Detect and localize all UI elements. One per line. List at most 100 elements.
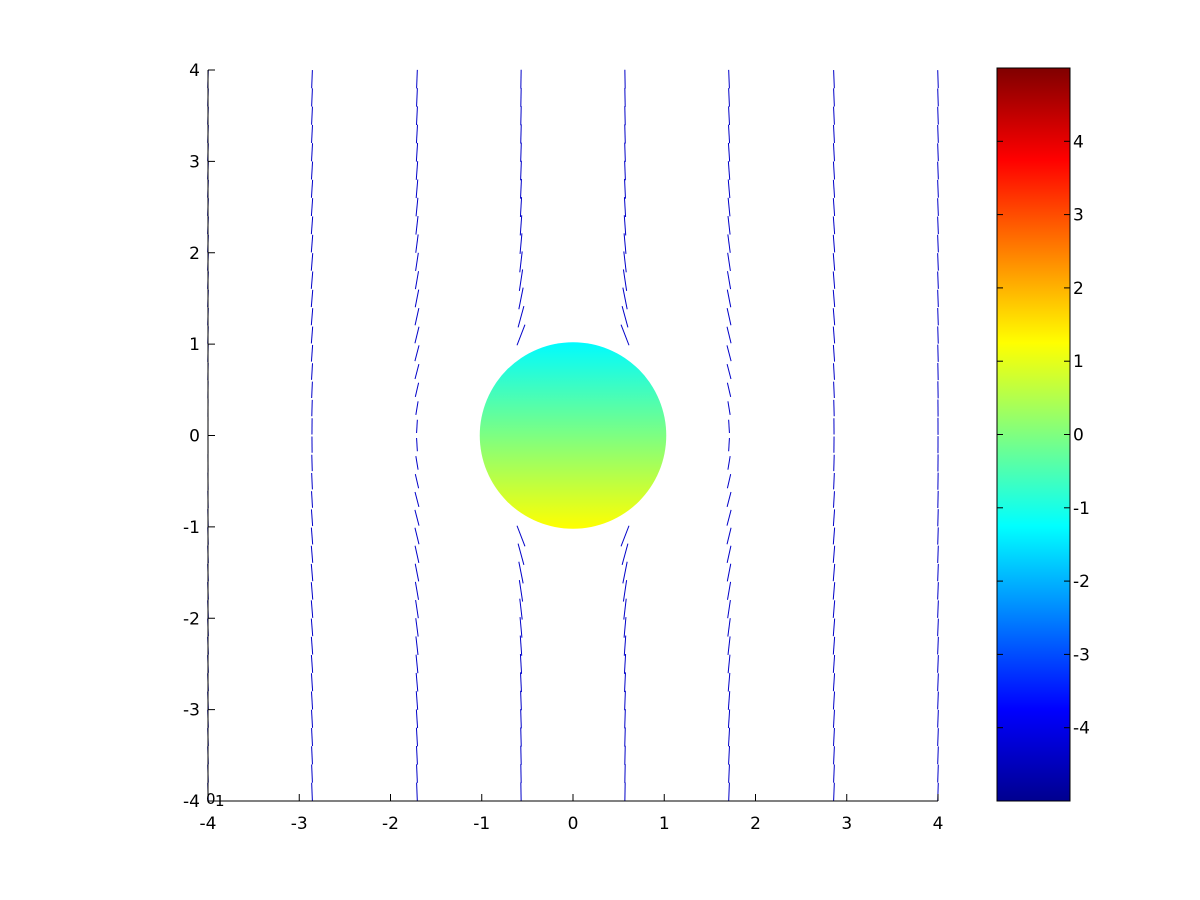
quiver-arrow: [624, 727, 626, 747]
quiver-arrow: [414, 563, 420, 582]
quiver-arrow: [624, 160, 626, 181]
quiver-arrow: [937, 691, 939, 710]
quiver-arrow: [623, 197, 627, 218]
quiver-arrow: [728, 727, 731, 747]
quiver-arrow: [937, 124, 939, 143]
quiver-arrow: [518, 287, 524, 310]
quiver-arrow: [414, 509, 420, 526]
quiver-arrow: [937, 764, 939, 783]
quiver-arrow: [937, 234, 939, 253]
quiver-arrow: [726, 308, 732, 326]
y-tick-label: 1: [189, 335, 200, 355]
quiver-arrow: [832, 179, 836, 198]
quiver-arrow: [623, 215, 627, 236]
quiver-arrow: [832, 691, 836, 710]
quiver-arrow: [832, 216, 836, 235]
quiver-arrow: [518, 269, 524, 291]
quiver-arrow: [310, 271, 314, 289]
quiver-arrow: [937, 216, 939, 235]
quiver-arrow: [937, 582, 939, 600]
quiver-arrow: [623, 598, 627, 620]
y-tick-label: -1: [183, 518, 200, 538]
quiver-arrow: [728, 106, 731, 125]
quiver-arrow: [937, 308, 939, 326]
quiver-arrow: [414, 545, 420, 563]
y-tick-label: 2: [189, 244, 200, 264]
x-axis-ticks: -4 -3 -2 -1 0 1 2 3 4: [200, 794, 943, 834]
quiver-arrow: [727, 179, 731, 199]
y-tick-label: -4: [183, 792, 200, 812]
quiver-arrow: [832, 289, 836, 308]
quiver-arrow: [832, 618, 836, 637]
quiver-arrow: [937, 600, 939, 618]
quiver-arrow: [520, 178, 522, 199]
quiver-arrow: [416, 69, 418, 89]
quiver-arrow: [416, 782, 418, 802]
quiver-arrow: [832, 600, 836, 618]
quiver-arrow: [937, 673, 939, 692]
quiver-arrow: [311, 363, 314, 380]
quiver-arrow: [519, 617, 523, 638]
quiver-arrow: [833, 70, 835, 89]
quiver-arrow: [937, 326, 939, 344]
quiver-arrow: [622, 580, 628, 602]
quiver-arrow: [833, 472, 835, 490]
quiver-arrow: [726, 363, 732, 380]
quiver-arrow: [620, 324, 630, 346]
x-tick-label: 3: [841, 814, 852, 834]
quiver-arrow: [727, 709, 731, 729]
quiver-arrow: [727, 654, 731, 674]
quiver-arrow: [415, 216, 419, 235]
quiver-arrow: [311, 88, 313, 107]
quiver-arrow: [516, 324, 526, 346]
quiver-arrow: [832, 582, 836, 600]
quiver-arrow: [832, 709, 835, 728]
x-tick-label: -1: [473, 814, 490, 834]
quiver-arrow: [726, 509, 732, 526]
quiver-arrow: [937, 106, 939, 125]
quiver-arrow: [622, 561, 628, 584]
quiver-arrow: [416, 437, 418, 452]
quiver-arrow: [623, 233, 627, 254]
quiver-arrow: [311, 782, 313, 801]
quiver-arrow: [415, 636, 419, 655]
quiver-arrow: [937, 545, 939, 563]
y-tick-label: 4: [189, 61, 200, 81]
quiver-arrow: [727, 271, 732, 290]
quiver-arrow: [937, 198, 939, 216]
corner-label-0: 0: [206, 790, 216, 808]
quiver-arrow: [832, 563, 836, 582]
quiver-arrow: [414, 363, 420, 380]
quiver-arrow: [519, 598, 523, 620]
quiver-arrow: [519, 233, 523, 254]
quiver-arrow: [937, 253, 939, 271]
quiver-arrow: [937, 618, 939, 637]
quiver-arrow: [310, 673, 314, 692]
quiver-arrow: [937, 70, 939, 89]
colorbar-ticks: -4 -3 -2 -1 0 1 2 3 4: [997, 132, 1090, 739]
quiver-arrow: [832, 527, 836, 545]
quiver-arrow: [520, 727, 522, 747]
colorbar-tick-label: 4: [1073, 132, 1084, 152]
quiver-arrow: [937, 88, 939, 107]
colorbar-tick-label: -1: [1073, 499, 1090, 519]
quiver-arrow: [726, 545, 732, 563]
quiver-arrow: [937, 271, 939, 289]
quiver-arrow: [311, 143, 314, 162]
quiver-arrow: [310, 545, 314, 563]
quiver-arrow: [833, 381, 835, 399]
colorbar-tick-label: 0: [1073, 426, 1084, 446]
quiver-arrow: [937, 527, 939, 545]
quiver-arrow: [833, 106, 835, 125]
quiver-arrow: [832, 654, 836, 673]
quiver-arrow: [728, 764, 730, 783]
quiver-arrow: [415, 124, 418, 144]
quiver-arrow: [937, 636, 939, 655]
quiver-arrow: [310, 344, 314, 362]
quiver-arrow: [415, 106, 418, 125]
quiver-arrow: [414, 271, 419, 290]
quiver-arrow: [726, 473, 732, 489]
quiver-arrow: [311, 124, 313, 144]
quiver-arrow: [414, 289, 420, 308]
